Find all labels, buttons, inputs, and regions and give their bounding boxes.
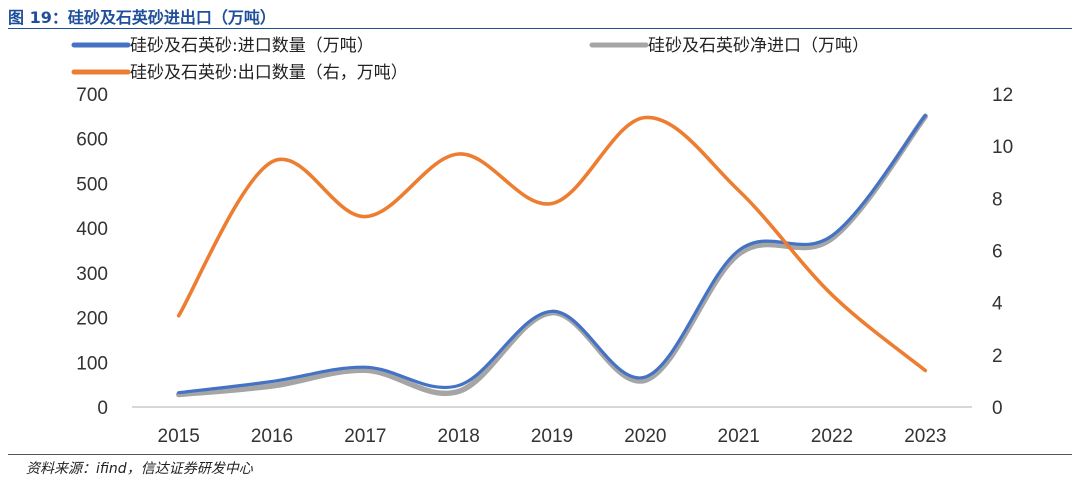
y-right-tick-label: 4 — [992, 294, 1003, 315]
y-right-tick-label: 10 — [992, 137, 1013, 158]
y-left-tick-label: 600 — [76, 130, 108, 151]
y-right-tick-label: 0 — [992, 398, 1003, 419]
x-tick-label: 2022 — [811, 426, 853, 447]
y-left-tick-label: 0 — [97, 398, 108, 419]
y-left-tick-label: 700 — [76, 85, 108, 106]
x-tick-label: 2016 — [251, 426, 293, 447]
y-left-tick-label: 400 — [76, 219, 108, 240]
x-tick-label: 2015 — [158, 426, 200, 447]
series-line-0 — [177, 113, 927, 395]
y-right-tick-label: 2 — [992, 346, 1003, 367]
y-right-tick-label: 12 — [992, 85, 1013, 106]
y-left-tick-label: 300 — [76, 264, 108, 285]
series-line-2 — [176, 115, 928, 373]
y-right-tick-label: 6 — [992, 242, 1003, 263]
x-tick-label: 2023 — [904, 426, 946, 447]
x-tick-label: 2020 — [624, 426, 666, 447]
series-lines — [175, 113, 929, 398]
y-right-tick-label: 8 — [992, 189, 1003, 210]
y-left-tick-label: 100 — [76, 353, 108, 374]
legend-label-2: 硅砂及石英砂:出口数量（右，万吨） — [130, 63, 408, 83]
legend-label-0: 硅砂及石英砂:进口数量（万吨） — [130, 36, 374, 56]
series-line-1 — [175, 113, 929, 398]
legend: 硅砂及石英砂:进口数量（万吨） 硅砂及石英砂净进口（万吨） 硅砂及石英砂:出口数量（… — [71, 36, 869, 83]
title-rule — [8, 28, 1072, 29]
x-tick-label: 2018 — [438, 426, 480, 447]
x-tick-label: 2019 — [531, 426, 573, 447]
figure-title: 图 19：硅砂及石英砂进出口（万吨） — [8, 8, 276, 27]
legend-label-1: 硅砂及石英砂净进口（万吨） — [648, 36, 869, 56]
axes: 0 100 200 300 400 500 600 700 0 2 4 6 8 10 12 2015 2016 2… — [76, 85, 1013, 447]
y-left-tick-label: 500 — [76, 174, 108, 195]
x-tick-label: 2021 — [718, 426, 760, 447]
source-note: 资料来源：ifind，信达证券研发中心 — [26, 461, 253, 477]
x-tick-label: 2017 — [344, 426, 386, 447]
y-left-tick-label: 200 — [76, 309, 108, 330]
source-rule — [8, 454, 1072, 455]
